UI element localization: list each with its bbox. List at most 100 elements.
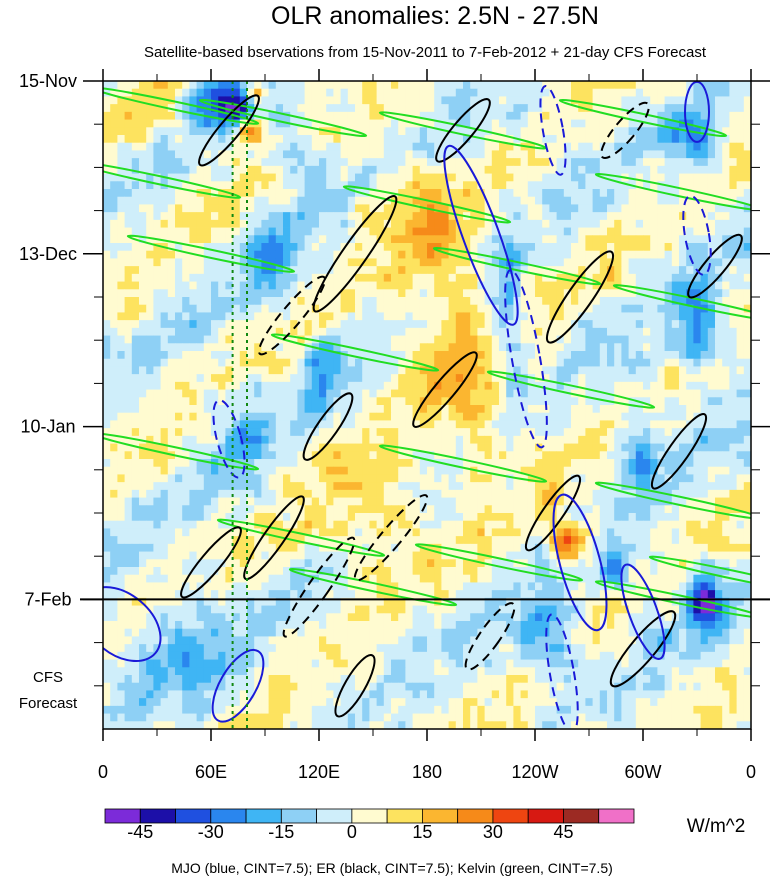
olr-cell	[635, 150, 644, 159]
olr-cell	[347, 297, 356, 306]
olr-cell	[463, 451, 471, 460]
olr-cell	[182, 304, 190, 313]
olr-cell	[643, 459, 651, 468]
olr-cell	[542, 459, 550, 468]
olr-cell	[549, 181, 557, 190]
olr-cell	[499, 327, 507, 336]
olr-cell	[167, 81, 176, 90]
olr-cell	[441, 189, 449, 198]
olr-cell	[211, 335, 219, 344]
olr-cell	[592, 320, 601, 329]
olr-cell	[355, 412, 363, 421]
olr-cell	[376, 165, 385, 174]
olr-cell	[628, 482, 637, 491]
olr-cell	[484, 366, 493, 375]
olr-cell	[527, 204, 536, 213]
olr-cell	[657, 428, 665, 437]
olr-cell	[304, 459, 313, 468]
olr-cell	[383, 474, 392, 483]
olr-cell	[592, 412, 601, 421]
olr-cell	[225, 381, 233, 390]
olr-cell	[592, 165, 601, 174]
olr-cell	[585, 358, 593, 367]
olr-cell	[275, 273, 284, 282]
olr-cell	[261, 505, 269, 514]
olr-cell	[355, 374, 363, 383]
olr-cell	[268, 289, 277, 298]
olr-cell	[448, 343, 457, 352]
olr-cell	[419, 443, 428, 452]
olr-cell	[592, 435, 601, 444]
olr-cell	[225, 466, 233, 475]
olr-cell	[463, 165, 471, 174]
olr-cell	[542, 482, 550, 491]
olr-cell	[124, 451, 133, 460]
olr-cell	[455, 412, 464, 421]
olr-cell	[621, 297, 629, 306]
olr-cell	[729, 312, 737, 321]
olr-cell	[679, 335, 687, 344]
olr-cell	[722, 243, 730, 252]
olr-cell	[203, 266, 212, 275]
olr-cell	[340, 466, 349, 475]
olr-cell	[585, 497, 593, 506]
olr-cell	[448, 96, 457, 105]
olr-cell	[412, 204, 421, 213]
olr-cell	[254, 358, 262, 367]
olr-cell	[268, 165, 277, 174]
olr-cell	[196, 81, 205, 90]
olr-cell	[563, 273, 572, 282]
olr-cell	[283, 266, 291, 275]
olr-cell	[448, 81, 457, 90]
olr-cell	[362, 119, 370, 128]
olr-cell	[729, 435, 737, 444]
olr-cell	[743, 258, 751, 267]
olr-cell	[232, 266, 241, 275]
olr-cell	[319, 343, 327, 352]
olr-cell	[635, 111, 644, 120]
olr-cell	[707, 173, 716, 182]
olr-cell	[153, 505, 161, 514]
olr-cell	[268, 405, 277, 414]
olr-cell	[477, 212, 485, 221]
olr-cell	[448, 312, 457, 321]
olr-cell	[103, 158, 111, 167]
olr-cell	[103, 335, 111, 344]
olr-cell	[203, 366, 212, 375]
olr-cell	[693, 258, 701, 267]
olr-cell	[225, 412, 233, 421]
olr-cell	[232, 451, 241, 460]
olr-cell	[506, 219, 514, 228]
olr-cell	[700, 381, 709, 390]
olr-cell	[693, 405, 701, 414]
olr-cell	[146, 343, 154, 352]
olr-cell	[427, 466, 435, 475]
olr-cell	[340, 150, 349, 159]
olr-cell	[175, 420, 183, 429]
olr-cell	[146, 466, 154, 475]
olr-cell	[506, 443, 514, 452]
olr-cell	[182, 165, 190, 174]
olr-cell	[693, 451, 701, 460]
olr-cell	[110, 142, 118, 151]
olr-cell	[196, 135, 205, 144]
olr-cell	[239, 135, 248, 144]
olr-cell	[340, 273, 349, 282]
olr-cell	[513, 466, 521, 475]
olr-cell	[369, 489, 377, 498]
olr-cell	[419, 96, 428, 105]
olr-cell	[556, 104, 565, 113]
olr-cell	[614, 327, 622, 336]
olr-cell	[196, 227, 205, 236]
olr-cell	[139, 227, 147, 236]
olr-cell	[599, 312, 608, 321]
olr-cell	[578, 428, 586, 437]
olr-cell	[650, 135, 658, 144]
olr-cell	[722, 420, 730, 429]
olr-cell	[657, 258, 665, 267]
olr-cell	[175, 327, 183, 336]
olr-cell	[218, 358, 226, 367]
olr-cell	[484, 243, 493, 252]
olr-cell	[167, 428, 176, 437]
olr-cell	[427, 289, 435, 298]
